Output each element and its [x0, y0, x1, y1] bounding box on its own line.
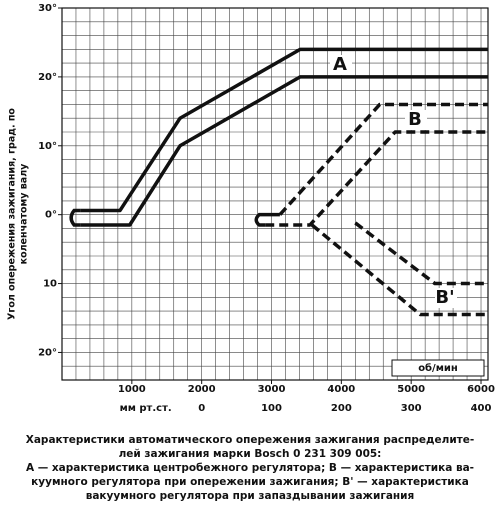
y-axis-label: Угол опережения зажигания, град. по [7, 108, 18, 320]
y-tick-label: 30° [38, 3, 57, 14]
y-tick-label: 10° [38, 141, 57, 152]
y-tick-label: 10 [43, 279, 57, 290]
x-tick-label: 5000 [397, 384, 425, 395]
x2-tick-label: 100 [261, 403, 282, 414]
series-label: B [408, 109, 422, 130]
x-unit-box [391, 359, 485, 377]
x-tick-label: 1000 [118, 384, 146, 395]
curve [278, 102, 488, 216]
caption: А — характеристика центробежного регулят… [26, 462, 474, 474]
curve [310, 223, 488, 317]
curve [80, 47, 488, 213]
plot-frame [61, 7, 489, 381]
caption: Характеристики автоматического опережени… [26, 434, 475, 446]
series-label: B' [435, 287, 454, 308]
x2-tick-label: 0 [198, 403, 205, 414]
x-tick-label: 4000 [327, 384, 355, 395]
curve [80, 75, 488, 227]
series-label-bg [435, 288, 457, 308]
y-axis-label: коленчатому валу [19, 163, 30, 265]
y-tick-label: 20° [38, 72, 57, 83]
series-label-bg [405, 110, 427, 130]
x2-tick-label: 400 [471, 403, 492, 414]
caption: вакуумного регулятора при запаздывании з… [86, 490, 415, 502]
y-tick-label: 20° [38, 347, 57, 358]
x2-tick-label: 200 [331, 403, 352, 414]
x-axis-label: об/мин [418, 362, 458, 374]
series-label-bg [330, 55, 352, 75]
caption: куумного регулятора при опережении зажиг… [31, 476, 469, 488]
series-label: A [333, 54, 347, 75]
x2-tick-label: 300 [401, 403, 422, 414]
curve [265, 130, 488, 227]
y-tick-label: 0° [45, 210, 57, 221]
curve [354, 221, 488, 286]
x2-axis-label: мм рт.ст. [120, 403, 172, 414]
curve-cap [254, 212, 280, 227]
curve-cap [69, 208, 81, 227]
x-tick-label: 6000 [467, 384, 495, 395]
x-tick-label: 2000 [188, 384, 216, 395]
caption: лей зажигания марки Bosch 0 231 309 005: [119, 448, 382, 460]
x-tick-label: 3000 [258, 384, 286, 395]
